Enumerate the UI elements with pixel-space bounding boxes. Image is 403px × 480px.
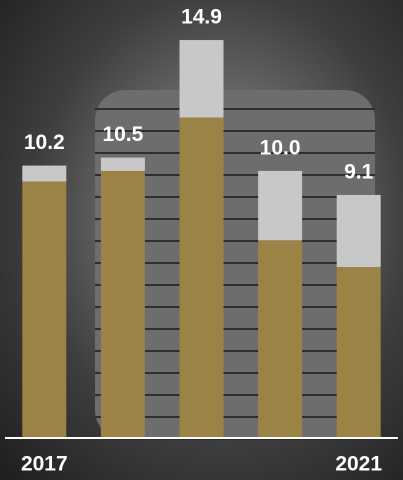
bar-segment	[100, 170, 145, 439]
bar-segment	[258, 170, 303, 241]
bar-segment	[336, 267, 381, 438]
total-label: 10.0	[260, 136, 301, 159]
bar-segment	[179, 117, 224, 438]
total-label: 10.2	[24, 131, 65, 154]
bar-segment	[22, 165, 67, 182]
bar-segment	[179, 40, 224, 118]
bar-segment	[336, 194, 381, 268]
x-tick-label: 2017	[21, 453, 68, 476]
bar-segment	[100, 157, 145, 171]
bar-segment	[22, 181, 67, 439]
bar-segment	[258, 240, 303, 438]
x-tick-label: 2021	[335, 453, 382, 476]
total-label: 9.1	[344, 161, 374, 184]
total-label: 10.5	[102, 123, 143, 146]
total-label: 14.9	[181, 6, 222, 29]
